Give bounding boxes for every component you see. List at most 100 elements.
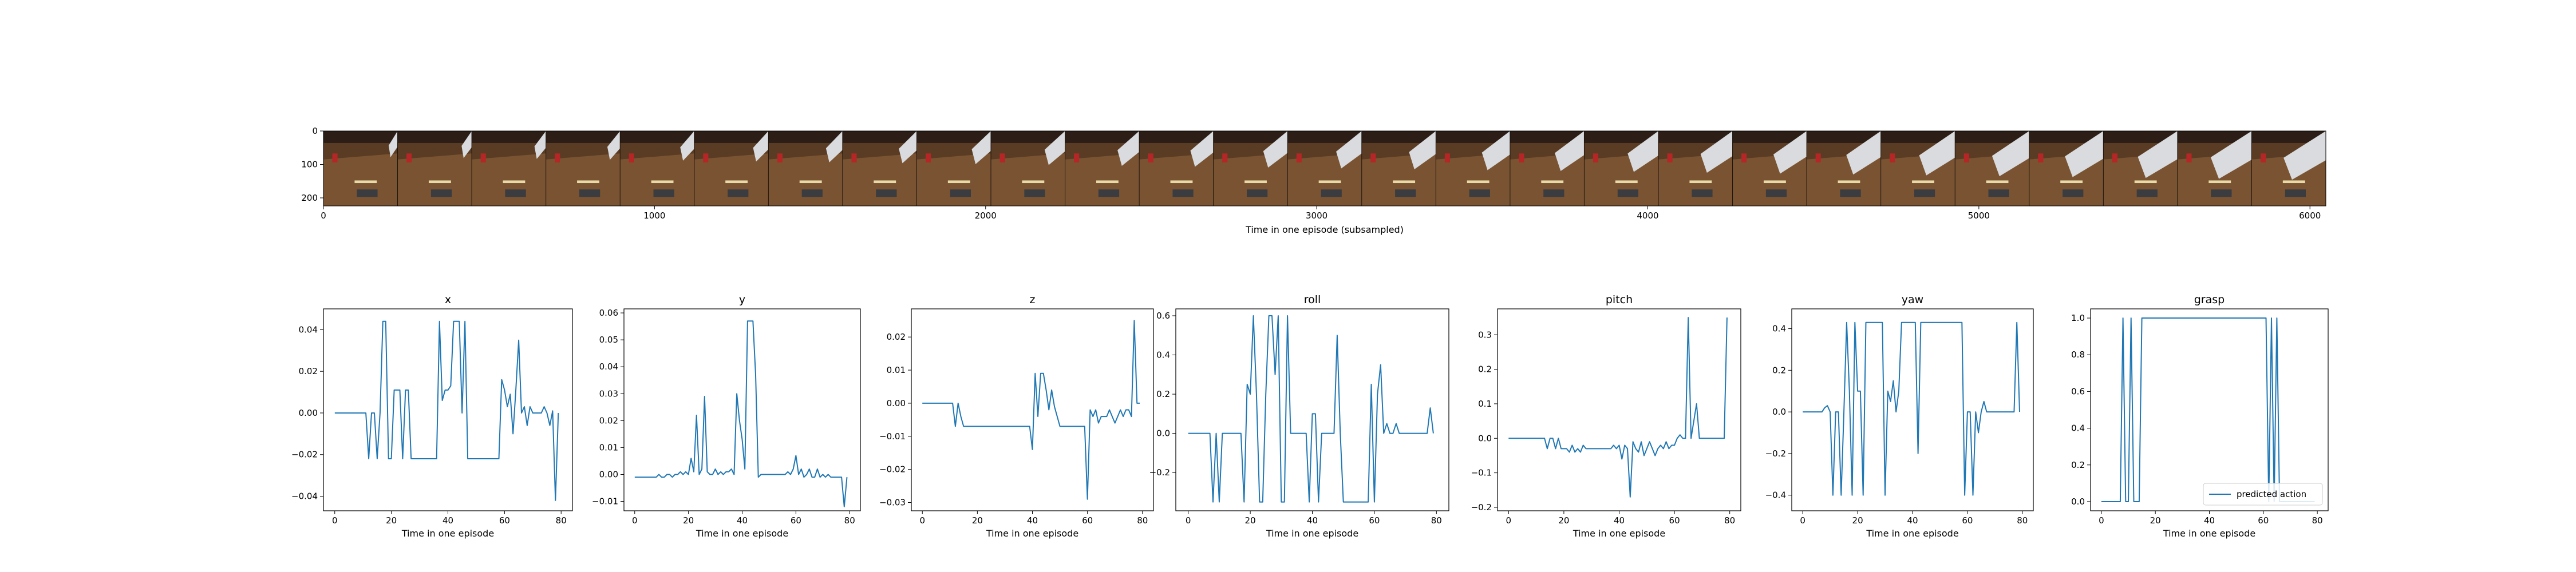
episode-frame bbox=[2103, 131, 2178, 206]
frame-red-object bbox=[925, 153, 931, 163]
subplot-title: yaw bbox=[1902, 293, 1923, 306]
x-tick-label: 60 bbox=[1369, 515, 1380, 526]
filmstrip-x-tick-label: 0 bbox=[321, 210, 326, 221]
frame-background bbox=[694, 131, 769, 143]
frame-robot-arm bbox=[1555, 131, 1585, 172]
x-axis-label: Time in one episode bbox=[1866, 528, 1958, 539]
filmstrip-x-tick-label: 2000 bbox=[975, 210, 997, 221]
frame-table-edge bbox=[323, 142, 398, 160]
series-line-y bbox=[634, 320, 848, 507]
y-tick-label: 0.4 bbox=[1772, 324, 1786, 334]
x-tick-label: 40 bbox=[737, 515, 748, 526]
y-tick-label: 0.00 bbox=[599, 469, 618, 479]
frame-background bbox=[768, 131, 843, 143]
frame-background bbox=[323, 131, 398, 143]
y-tick-label: 0.0 bbox=[1156, 428, 1170, 439]
frame-label-card bbox=[357, 189, 378, 197]
frame-background bbox=[1436, 131, 1510, 143]
frame-object bbox=[2134, 180, 2157, 184]
frame-red-object bbox=[2112, 153, 2117, 163]
y-tick-label: −0.1 bbox=[1471, 468, 1492, 478]
frame-object bbox=[1838, 180, 1860, 184]
frame-object bbox=[577, 180, 599, 184]
x-tick-label: 0 bbox=[2099, 515, 2104, 526]
axes-frame bbox=[1791, 308, 2034, 511]
frame-red-object bbox=[1963, 153, 1969, 163]
frame-red-object bbox=[555, 153, 560, 163]
axes-frame bbox=[911, 308, 1154, 511]
episode-frame bbox=[619, 131, 694, 206]
x-tick-label: 80 bbox=[1137, 515, 1148, 526]
frame-background bbox=[397, 131, 472, 143]
frame-background bbox=[1880, 131, 1955, 143]
y-tick-label: 0.04 bbox=[599, 362, 618, 372]
frame-label-card bbox=[1395, 189, 1416, 197]
filmstrip-x-tick-label: 3000 bbox=[1306, 210, 1327, 221]
frame-red-object bbox=[480, 153, 486, 163]
frame-label-card bbox=[653, 189, 674, 197]
y-tick-label: 0.0 bbox=[1478, 433, 1492, 443]
y-tick-label: 0.03 bbox=[599, 388, 618, 399]
subplot-title: pitch bbox=[1606, 293, 1633, 306]
y-tick-label: 0.02 bbox=[887, 332, 906, 342]
frame-label-card bbox=[1321, 189, 1342, 197]
frame-robot-arm bbox=[1846, 131, 1881, 175]
frame-table-edge bbox=[397, 142, 472, 160]
frame-background bbox=[1955, 131, 2029, 143]
episode-frame bbox=[1510, 131, 1585, 206]
frame-object bbox=[1912, 180, 1934, 184]
y-tick-label: 1.0 bbox=[2071, 313, 2085, 323]
frame-label-card bbox=[1988, 189, 2009, 197]
frame-red-object bbox=[1074, 153, 1080, 163]
frame-label-card bbox=[2063, 189, 2084, 197]
episode-frame bbox=[471, 131, 546, 206]
x-tick-label: 20 bbox=[1558, 515, 1569, 526]
x-tick-label: 60 bbox=[1669, 515, 1680, 526]
y-tick-label: −0.2 bbox=[1149, 467, 1170, 478]
x-tick-label: 0 bbox=[1186, 515, 1191, 526]
frame-robot-arm bbox=[2065, 131, 2104, 177]
y-tick-label: −0.4 bbox=[1765, 490, 1786, 500]
frame-background bbox=[916, 131, 991, 143]
filmstrip-y-tick-label: 200 bbox=[301, 193, 318, 203]
subplot-yaw: 0 20 40 60 80 −0.4 −0.2 0.0 0.2 0.4 yaw Time in one… bbox=[1765, 293, 2034, 539]
frame-red-object bbox=[1593, 153, 1599, 163]
frame-object bbox=[799, 180, 822, 184]
episode-frame bbox=[1658, 131, 1733, 206]
x-tick-label: 60 bbox=[1082, 515, 1093, 526]
frame-object bbox=[1170, 180, 1193, 184]
x-tick-label: 40 bbox=[1307, 515, 1318, 526]
y-tick-label: −0.2 bbox=[1765, 448, 1786, 459]
subplot-title: z bbox=[1030, 293, 1036, 306]
y-tick-label: 0.2 bbox=[1772, 365, 1786, 375]
y-tick-label: 0.05 bbox=[599, 335, 618, 345]
frame-label-card bbox=[2136, 189, 2158, 197]
subplot-roll: 0 20 40 60 80 −0.2 0.0 0.2 0.4 0.6 roll Time in one… bbox=[1149, 293, 1449, 539]
frame-label-card bbox=[430, 189, 452, 197]
y-tick-label: 0.0 bbox=[2071, 496, 2085, 507]
x-axis-label: Time in one episode bbox=[986, 528, 1078, 539]
x-tick-label: 60 bbox=[499, 515, 510, 526]
frame-object bbox=[1689, 180, 1712, 184]
frame-red-object bbox=[999, 153, 1005, 163]
episode-frame bbox=[397, 131, 472, 206]
episode-frame bbox=[1954, 131, 2029, 206]
filmstrip-panel: 0 1000 2000 3000 4000 5000 6000 0 100 200 Time in … bbox=[301, 126, 2326, 235]
frame-red-object bbox=[1519, 153, 1524, 163]
episode-frame bbox=[694, 131, 769, 206]
frame-red-object bbox=[1444, 153, 1450, 163]
frame-label-card bbox=[1024, 189, 1045, 197]
episode-frame bbox=[1732, 131, 1807, 206]
frame-robot-arm bbox=[1773, 131, 1807, 174]
x-tick-label: 60 bbox=[2258, 515, 2269, 526]
subplot-title: grasp bbox=[2194, 293, 2225, 306]
episode-frame bbox=[1583, 131, 1658, 206]
frame-object bbox=[428, 180, 451, 184]
episode-frame bbox=[1139, 131, 1214, 206]
subplot-title: x bbox=[445, 293, 451, 306]
axes-frame bbox=[323, 308, 573, 511]
episode-frame bbox=[768, 131, 843, 206]
frame-table-edge bbox=[694, 142, 769, 160]
frame-object bbox=[2060, 180, 2083, 184]
